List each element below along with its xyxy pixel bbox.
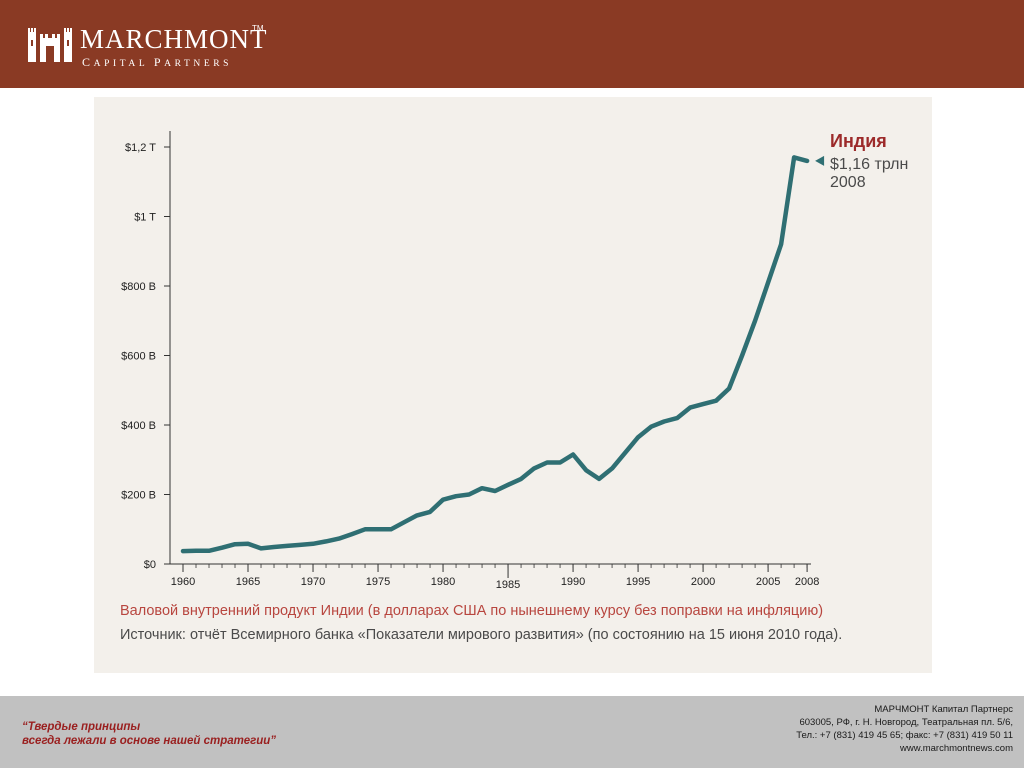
chart-source: Источник: отчёт Всемирного банка «Показа… <box>120 627 843 643</box>
header-bar: MARCHMONT TM CAPITAL PARTNERS <box>0 0 1024 88</box>
data-point <box>507 484 509 486</box>
x-tick-label: 1990 <box>561 576 585 588</box>
gdp-line-chart: $0 $200 B $400 B $600 B $800 B $1 T $1,2 T 1960… <box>121 131 908 591</box>
y-tick-label: $0 <box>144 559 156 571</box>
annotation-year: 2008 <box>830 174 866 191</box>
x-tick-label: 1970 <box>301 576 325 588</box>
data-point <box>533 467 535 470</box>
data-point <box>481 487 483 489</box>
y-tick-label: $1 T <box>134 212 156 224</box>
data-point <box>611 467 613 470</box>
data-point <box>286 545 288 547</box>
data-point <box>208 550 210 552</box>
data-point <box>403 521 405 523</box>
data-point <box>247 543 249 545</box>
x-tick-label: 2000 <box>691 576 715 588</box>
data-point <box>299 544 301 546</box>
chart-title: Валовой внутренний продукт Индии (в долл… <box>120 603 824 619</box>
website-link[interactable]: www.marchmontnews.com <box>900 743 1013 754</box>
data-point <box>468 493 470 496</box>
slogan: “Твердые принципы всегда лежали в основе… <box>22 720 276 748</box>
data-point <box>546 461 548 464</box>
data-point <box>312 543 314 545</box>
trademark-sign: TM <box>252 24 264 33</box>
data-point <box>572 453 574 456</box>
y-tick-label: $800 B <box>121 281 156 293</box>
y-tick-label: $600 B <box>121 351 156 363</box>
data-point <box>455 495 457 497</box>
brand-name: MARCHMONT <box>80 24 268 54</box>
data-point <box>767 281 769 284</box>
data-point <box>754 320 756 322</box>
chart-panel: $0 $200 B $400 B $600 B $800 B $1 T $1,2 T 1960… <box>94 97 932 673</box>
gdp-series-line <box>180 155 810 554</box>
castle-icon <box>28 28 72 62</box>
annotation-label: Индия <box>830 131 887 151</box>
data-point <box>494 490 496 492</box>
data-point <box>793 156 795 159</box>
data-point <box>390 528 392 530</box>
data-point <box>650 426 652 428</box>
data-point <box>416 514 418 516</box>
data-point <box>234 543 236 545</box>
data-point <box>377 528 379 530</box>
brand-tagline: CAPITAL PARTNERS <box>82 55 233 69</box>
data-point <box>338 538 340 540</box>
data-point <box>273 546 275 548</box>
y-tick-label: $1,2 T <box>125 142 156 154</box>
data-point <box>780 243 782 245</box>
x-tick-label: 2008 <box>795 576 819 588</box>
data-point <box>715 400 717 402</box>
x-tick-label: 1965 <box>236 576 260 588</box>
x-tick-label: 1975 <box>366 576 390 588</box>
data-point <box>260 547 262 549</box>
data-point <box>624 452 626 454</box>
data-point <box>221 547 223 549</box>
data-point <box>520 478 522 480</box>
company-name: МАРЧМОНТ Капитал Партнерс <box>874 704 1013 715</box>
data-point <box>429 511 431 513</box>
data-point <box>598 478 600 480</box>
data-point <box>585 469 587 471</box>
x-tick-label: 1985 <box>496 579 520 591</box>
data-point <box>559 461 561 464</box>
contact-info: МАРЧМОНТ Капитал Партнерс 603005, РФ, г.… <box>796 703 1013 755</box>
annotation-value: $1,16 трлн <box>830 156 908 173</box>
data-point <box>442 499 444 501</box>
x-tick-label: 1995 <box>626 576 650 588</box>
data-point <box>741 354 743 357</box>
data-point <box>676 417 678 419</box>
data-point <box>806 160 808 162</box>
x-tick-label: 1960 <box>171 576 195 588</box>
data-point <box>689 407 691 409</box>
slogan-line-2: всегда лежали в основе нашей стратегии” <box>22 735 277 747</box>
footer-bar: “Твердые принципы всегда лежали в основе… <box>0 696 1024 768</box>
data-point <box>702 403 704 405</box>
phone-fax: Тел.: +7 (831) 419 45 65; факс: +7 (831)… <box>796 730 1013 741</box>
data-point <box>195 550 197 552</box>
data-point <box>364 528 366 530</box>
y-tick-label: $400 B <box>121 420 156 432</box>
data-point <box>351 533 353 535</box>
annotation-arrow <box>815 155 825 166</box>
x-tick-label: 2005 <box>756 576 780 588</box>
data-point <box>182 550 184 552</box>
data-point <box>728 387 730 390</box>
data-point <box>663 420 665 423</box>
slogan-line-1: “Твердые принципы <box>22 721 141 733</box>
data-point <box>637 436 639 438</box>
x-tick-label: 1980 <box>431 576 455 588</box>
y-tick-label: $200 B <box>121 490 156 502</box>
address: 603005, РФ, г. Н. Новгород, Театральная … <box>799 717 1013 728</box>
data-point <box>325 540 327 543</box>
